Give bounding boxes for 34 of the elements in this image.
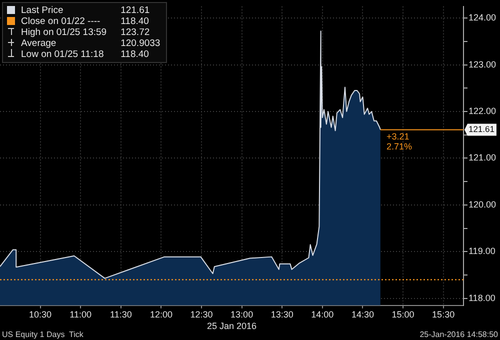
x-tick-label: 14:30 [351,309,374,320]
annotation: 120.9033 [120,38,160,49]
x-tick-label: 12:00 [150,309,172,320]
y-tick-label: 122.00 [468,106,496,116]
y-tick-label: 120.00 [468,199,496,210]
annotation: 2.71% [386,142,412,152]
annotation: 118.40 [120,49,150,60]
x-tick-label: 15:00 [392,309,414,320]
text: US Equity 1 Days Tick [2,330,84,340]
x-tick-label: 13:00 [230,309,254,320]
annotation: 118.40 [120,16,150,27]
y-tick-label: 119.00 [468,246,496,256]
legend-label: Close on 01/22 ---- [21,16,102,27]
legend-label: Last Price [21,5,64,16]
x-tick-label: 14:00 [311,309,334,320]
x-tick-label: 11:30 [110,309,132,320]
y-tick-label: 121.00 [468,152,496,163]
x-tick-label: 13:30 [270,309,294,320]
annotation: Low on 01/25 11:18 [21,49,105,60]
y-tick-label: 118.00 [468,292,496,303]
annotation: 121.61 [120,5,151,16]
x-tick-label: 11:00 [70,309,92,320]
annotation: Average [21,38,58,49]
x-tick-label: 12:30 [190,309,213,320]
x-tick-label: 15:30 [432,309,455,320]
text: 25-Jan-2016 14:58:50 [420,330,499,340]
annotation: High on 01/25 13:59 [21,27,107,38]
annotation: 123.72 [120,27,151,38]
y-tick-label: 124.00 [468,12,496,23]
annotation: 121.61 [468,124,495,134]
annotation: +3.21 [386,132,410,142]
x-tick-label: 10:30 [29,309,52,320]
y-tick-label: 123.00 [468,59,496,70]
x-axis-title: 25 Jan 2016 [206,321,257,332]
